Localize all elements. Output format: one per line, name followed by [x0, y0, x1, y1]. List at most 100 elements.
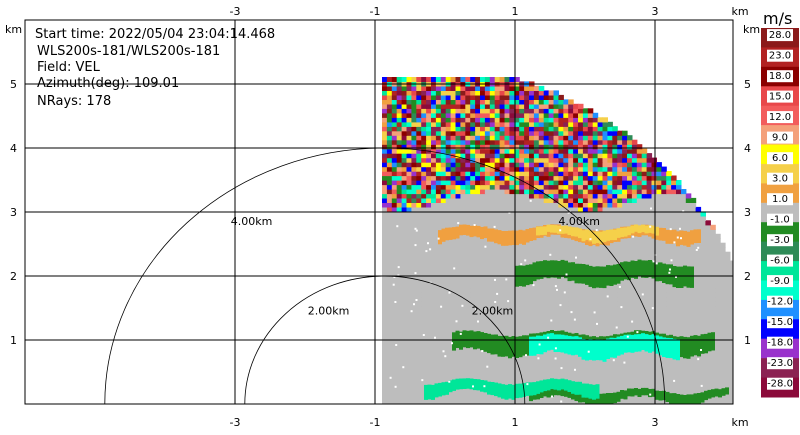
velocity-cell: [529, 103, 535, 109]
velocity-cell: [416, 99, 422, 105]
velocity-cell: [524, 180, 530, 186]
velocity-cell: [607, 135, 613, 141]
velocity-cell: [440, 274, 447, 280]
velocity-cell: [607, 242, 613, 248]
velocity-cell: [671, 318, 677, 324]
velocity-cell: [715, 318, 721, 324]
velocity-cell: [715, 247, 721, 253]
velocity-cell: [401, 206, 408, 212]
velocity-cell: [489, 318, 496, 324]
velocity-cell: [720, 278, 726, 284]
velocity-cell: [676, 318, 682, 324]
velocity-cell: [568, 117, 574, 123]
velocity-cell: [622, 135, 628, 141]
velocity-cell: [470, 193, 476, 199]
velocity-cell: [499, 197, 506, 203]
velocity-cell: [627, 215, 633, 221]
velocity-cell: [607, 224, 613, 230]
velocity-cell: [426, 220, 432, 226]
velocity-cell: [391, 94, 398, 100]
velocity-cell: [406, 345, 412, 351]
velocity-cell: [494, 296, 501, 302]
velocity-cell: [661, 287, 667, 293]
velocity-band-cell: [564, 388, 568, 397]
velocity-cell: [509, 269, 515, 275]
velocity-cell: [573, 126, 579, 132]
velocity-cell: [666, 372, 672, 378]
velocity-cell: [725, 265, 731, 271]
velocity-cell: [720, 354, 726, 360]
velocity-cell: [519, 301, 525, 307]
velocity-cell: [607, 175, 613, 181]
velocity-cell: [740, 368, 746, 373]
velocity-cell: [607, 260, 613, 266]
velocity-cell: [421, 238, 427, 244]
velocity-band-cell: [683, 336, 687, 359]
velocity-cell: [597, 202, 604, 208]
velocity-cell: [553, 112, 559, 118]
velocity-cell: [499, 305, 506, 311]
velocity-cell: [661, 305, 667, 311]
velocity-cell: [680, 296, 687, 302]
velocity-cell: [421, 153, 427, 159]
velocity-cell: [470, 121, 476, 127]
velocity-cell: [646, 399, 653, 404]
velocity-cell: [745, 391, 751, 396]
velocity-cell: [499, 189, 506, 195]
velocity-cell: [411, 215, 417, 221]
velocity-cell: [641, 287, 648, 293]
velocity-band-cell: [550, 333, 554, 350]
velocity-cell: [646, 314, 653, 320]
velocity-cell: [480, 121, 486, 127]
velocity-cell: [406, 224, 412, 230]
velocity-cell: [666, 368, 672, 374]
velocity-cell: [509, 265, 515, 271]
velocity-cell: [690, 224, 697, 230]
velocity-cell: [499, 327, 506, 333]
velocity-cell: [705, 377, 711, 383]
velocity-cell: [582, 162, 589, 168]
velocity-cell: [440, 251, 447, 257]
velocity-cell: [573, 224, 579, 230]
velocity-cell: [587, 287, 594, 293]
velocity-cell: [710, 292, 716, 298]
velocity-cell: [470, 108, 476, 114]
velocity-cell: [612, 184, 618, 190]
velocity-cell: [607, 377, 613, 383]
velocity-cell: [396, 309, 403, 315]
velocity-cell: [445, 292, 452, 298]
velocity-cell: [651, 372, 657, 378]
velocity-cell: [465, 153, 471, 159]
velocity-cell: [514, 117, 520, 123]
velocity-cell: [440, 242, 447, 248]
velocity-cell: [710, 318, 716, 324]
velocity-cell: [538, 135, 545, 141]
velocity-cell: [426, 144, 432, 150]
velocity-cell: [455, 144, 461, 150]
velocity-cell: [548, 287, 555, 293]
velocity-cell: [426, 242, 432, 248]
velocity-cell: [440, 224, 447, 230]
velocity-cell: [597, 180, 604, 186]
velocity-cell: [685, 193, 692, 199]
velocity-cell: [656, 305, 662, 311]
velocity-cell: [470, 85, 476, 91]
velocity-cell: [396, 193, 403, 199]
velocity-cell: [627, 350, 633, 356]
velocity-cell: [386, 278, 393, 284]
velocity-cell: [455, 256, 461, 262]
velocity-cell: [597, 323, 604, 329]
velocity-cell: [597, 390, 604, 396]
velocity-cell: [695, 381, 702, 387]
velocity-cell: [509, 135, 515, 141]
velocity-cell: [416, 318, 422, 324]
velocity-cell: [484, 99, 491, 105]
velocity-band-cell: [532, 262, 537, 282]
velocity-cell: [519, 363, 525, 369]
velocity-cell: [455, 90, 461, 96]
velocity-cell: [455, 130, 461, 136]
velocity-cell: [504, 117, 510, 123]
velocity-cell: [729, 377, 733, 383]
velocity-cell: [465, 372, 471, 378]
velocity-cell: [465, 296, 471, 302]
